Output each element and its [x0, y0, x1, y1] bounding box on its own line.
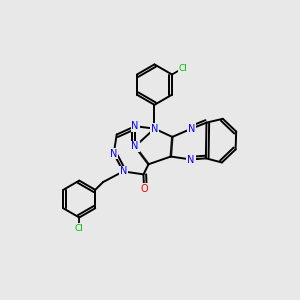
Text: N: N [151, 124, 158, 134]
Text: N: N [120, 167, 127, 176]
Text: N: N [132, 121, 140, 131]
Text: N: N [131, 121, 139, 131]
Text: Cl: Cl [178, 64, 187, 73]
Text: N: N [110, 148, 117, 159]
Text: O: O [140, 184, 148, 194]
Text: N: N [188, 124, 195, 134]
Text: Cl: Cl [75, 224, 84, 233]
Text: N: N [187, 154, 195, 164]
Text: N: N [131, 141, 139, 152]
Text: N: N [151, 124, 158, 134]
